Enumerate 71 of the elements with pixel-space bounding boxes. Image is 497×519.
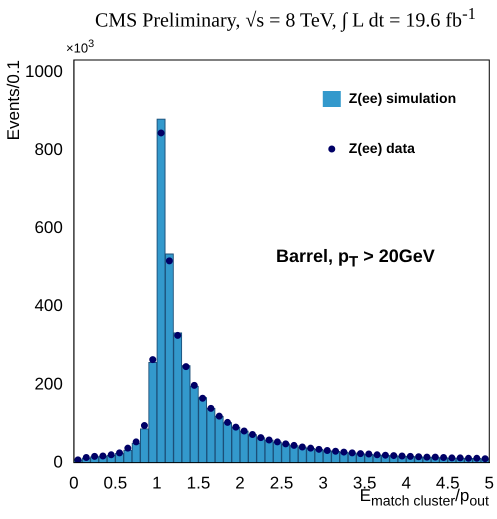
point bbox=[232, 424, 240, 431]
point bbox=[91, 452, 98, 460]
y-tick-label: 200 bbox=[34, 374, 63, 394]
point bbox=[324, 447, 331, 454]
x-tick-label: 1.5 bbox=[186, 473, 210, 492]
point bbox=[108, 451, 115, 458]
point bbox=[298, 443, 306, 450]
point bbox=[116, 449, 124, 456]
point bbox=[224, 418, 232, 426]
chart-title: CMS Preliminary, √s = 8 TeV, ∫ L dt = 19.6 fb$^{-1}$ bbox=[95, 4, 476, 33]
text: ×10$^{3}$ bbox=[66, 38, 94, 56]
point bbox=[274, 438, 281, 446]
point bbox=[174, 332, 182, 339]
point bbox=[473, 454, 480, 462]
point bbox=[74, 456, 82, 463]
point bbox=[465, 454, 472, 462]
point bbox=[257, 434, 264, 442]
legend-label: Z(ee) simulation bbox=[348, 90, 456, 106]
legend-label: Z(ee) data bbox=[348, 140, 416, 156]
point bbox=[199, 394, 206, 402]
point bbox=[382, 452, 389, 459]
point bbox=[124, 444, 132, 452]
point bbox=[482, 455, 489, 462]
point bbox=[440, 454, 448, 462]
x-tick-label: 2.5 bbox=[270, 473, 294, 492]
annotation: Barrel, p$_{T}$ > 20GeV bbox=[276, 246, 435, 271]
point bbox=[182, 363, 190, 370]
point bbox=[406, 452, 414, 460]
point bbox=[207, 404, 214, 412]
y-tick-label: 1000 bbox=[24, 62, 63, 82]
x-tick-label: 0 bbox=[69, 473, 79, 492]
y-tick-label: 400 bbox=[34, 296, 63, 316]
point bbox=[290, 442, 298, 449]
point bbox=[340, 448, 348, 456]
point bbox=[132, 438, 140, 446]
point bbox=[348, 449, 356, 456]
x-tick-label: 5 bbox=[484, 473, 494, 492]
point bbox=[140, 422, 148, 430]
point bbox=[456, 454, 464, 462]
point bbox=[432, 454, 439, 461]
point bbox=[99, 452, 106, 460]
x-tick-label: 2 bbox=[235, 473, 245, 492]
y-tick-label: 800 bbox=[34, 140, 63, 160]
point bbox=[248, 431, 256, 438]
point bbox=[82, 454, 90, 462]
x-tick-label: 3 bbox=[318, 473, 328, 492]
point bbox=[158, 129, 165, 136]
point bbox=[415, 453, 422, 460]
x-tick-label: 1 bbox=[152, 473, 162, 492]
point bbox=[332, 448, 340, 455]
point bbox=[282, 440, 290, 448]
y-axis-title: Events/0.1 bbox=[4, 60, 24, 142]
point bbox=[240, 428, 248, 434]
point bbox=[315, 446, 322, 453]
x-tick-label: 0.5 bbox=[104, 473, 128, 492]
y-tick-label: 600 bbox=[34, 218, 63, 238]
y-tick-label: 0 bbox=[53, 452, 63, 472]
point bbox=[356, 450, 364, 458]
point bbox=[365, 450, 372, 458]
point bbox=[266, 436, 273, 444]
x-tick-label: 4 bbox=[401, 473, 411, 492]
point bbox=[190, 382, 198, 389]
point bbox=[149, 356, 156, 364]
point bbox=[166, 257, 173, 264]
point bbox=[423, 454, 430, 461]
point bbox=[307, 444, 314, 452]
point bbox=[448, 454, 456, 462]
point bbox=[390, 452, 398, 460]
point bbox=[374, 451, 381, 458]
point bbox=[398, 452, 406, 460]
point bbox=[216, 412, 223, 420]
